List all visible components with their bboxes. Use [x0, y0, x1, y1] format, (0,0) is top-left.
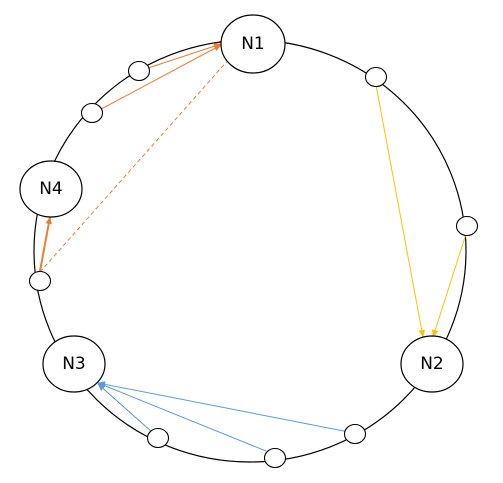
node-n4: N4: [19, 160, 83, 218]
virtual-node-v2: [80, 102, 104, 124]
virtual-node-v4: [343, 423, 367, 445]
node-n4-label: N4: [39, 179, 63, 199]
edge-v2-to-n1: [91, 44, 222, 115]
node-n1: N1: [220, 14, 286, 74]
node-n3: N3: [42, 335, 106, 393]
virtual-node-v3: [28, 270, 52, 292]
virtual-node-v1: [127, 60, 151, 82]
virtual-node-v5: [263, 447, 287, 469]
edge-v1-to-n1: [138, 43, 222, 72]
edge-v5-to-n3: [97, 382, 267, 452]
virtual-node-v8: [364, 66, 388, 88]
hash-ring: [33, 39, 467, 463]
edge-v6-to-n3: [97, 383, 153, 433]
node-n2-label: N2: [420, 354, 444, 374]
virtual-node-v7: [455, 215, 479, 237]
edge-v3-to-n1-dashed: [39, 57, 231, 273]
edge-v4-to-n3: [97, 381, 355, 434]
node-n1-label: N1: [241, 34, 265, 54]
virtual-node-v6: [146, 427, 170, 449]
edge-v7-to-n2: [432, 233, 467, 338]
edge-v8-to-n2: [375, 84, 425, 338]
node-n2: N2: [400, 335, 464, 393]
node-n3-label: N3: [62, 354, 86, 374]
edge-v3-to-n4: [39, 216, 52, 272]
